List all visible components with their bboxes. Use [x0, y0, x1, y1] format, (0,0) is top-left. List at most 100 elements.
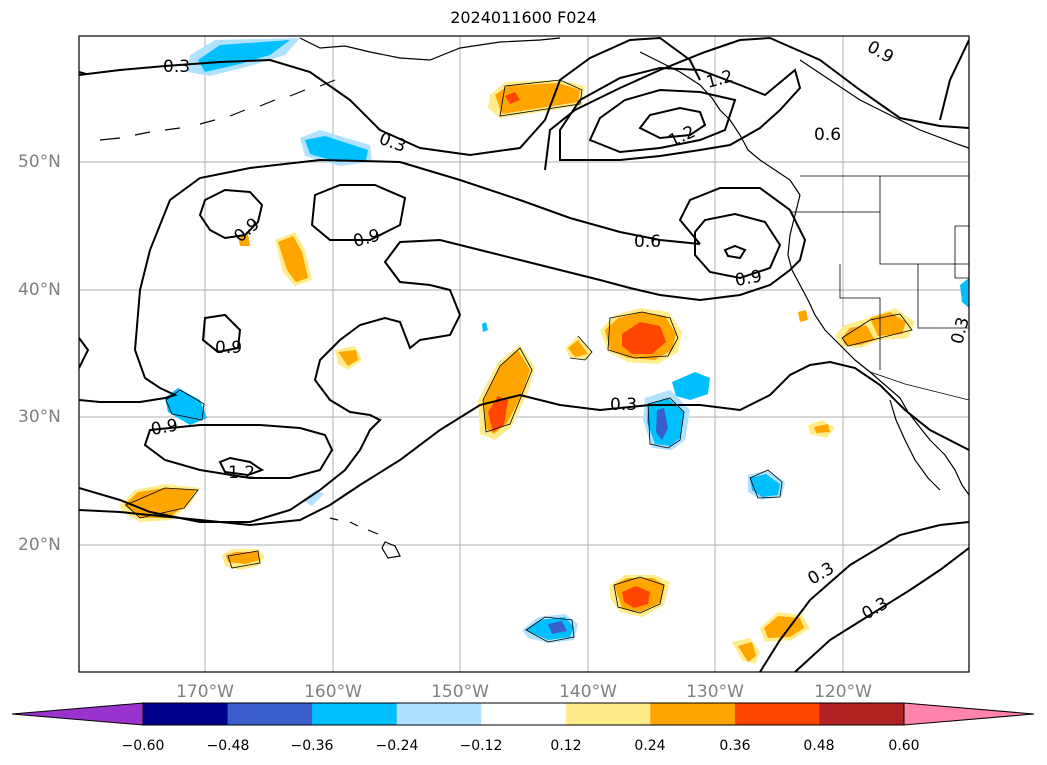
baja-california — [889, 399, 941, 491]
lat-label: 30°N — [18, 407, 61, 427]
lon-label: 150°W — [431, 682, 489, 702]
colorbar-segment — [819, 703, 905, 725]
positive-patch — [505, 92, 520, 104]
negative-patch — [548, 621, 567, 634]
positive-patch — [568, 340, 588, 357]
contour-label: 0.6 — [814, 125, 841, 145]
colorbar-tick: 0.48 — [803, 738, 835, 754]
positive-patch — [738, 642, 756, 662]
colorbar-segment — [312, 703, 398, 725]
positive-patch — [622, 322, 666, 354]
positive-patch — [814, 424, 830, 433]
negative-patch — [750, 474, 780, 497]
negative-patch — [960, 278, 969, 308]
lat-label: 50°N — [18, 152, 61, 172]
negative-patch — [303, 490, 324, 506]
map-title: 2024011600 F024 — [450, 8, 597, 27]
contour-0.3-mid — [79, 360, 969, 527]
contour-lines — [79, 36, 969, 672]
negative-patch — [198, 40, 290, 72]
contour-label: 0.9 — [351, 226, 382, 252]
colorbar-tick: −0.12 — [459, 738, 503, 754]
colorbar-tick: 0.60 — [888, 738, 920, 754]
negative-patch — [672, 372, 710, 400]
contour-1.2-south — [218, 456, 265, 477]
negative-patch — [305, 136, 368, 162]
contour-0.3-east — [939, 39, 969, 121]
colorbar-segment — [734, 703, 820, 725]
alaska-coast — [299, 37, 561, 61]
contour-0.9-ring-mid — [310, 184, 407, 241]
west-coast-usa — [787, 194, 969, 496]
contour-0.3-south2 — [794, 547, 969, 672]
contour-0.6-mid — [79, 187, 807, 523]
positive-patch — [338, 350, 358, 366]
positive-patch — [488, 396, 508, 432]
positive-patch — [495, 83, 580, 114]
lon-label: 160°W — [304, 682, 362, 702]
patch-outlines — [125, 79, 913, 643]
contour-label: 0.3 — [163, 57, 190, 77]
positive-patch — [124, 488, 196, 518]
lat-label: 40°N — [18, 280, 61, 300]
positive-patch — [278, 236, 308, 282]
colorbar-extend-high — [903, 702, 1035, 726]
contour-label: 0.3 — [610, 395, 637, 415]
coastlines — [99, 37, 969, 559]
colorbar-tick: −0.36 — [290, 738, 334, 754]
contour-0.3-south — [759, 521, 969, 672]
lon-label: 120°W — [814, 682, 872, 702]
contour-labels: 0.3 0.3 1.2 1.2 0.6 0.9 0.9 0.9 0.6 0.9 … — [149, 37, 974, 624]
contour-1.2-inner — [588, 88, 737, 154]
canada-land-edge — [799, 59, 969, 149]
lon-label: 170°W — [176, 682, 234, 702]
colorbar-extend-low — [11, 702, 144, 726]
positive-patch — [842, 325, 875, 345]
negative-patch — [656, 408, 668, 440]
hawaii-islands — [329, 517, 401, 559]
colorbar-segment — [396, 703, 482, 725]
contour-label: 0.6 — [634, 232, 661, 252]
colorbar-tick: 0.36 — [719, 738, 751, 754]
contour-label: 0.9 — [733, 267, 763, 291]
colorbar-segment — [650, 703, 736, 725]
colorbar-tick: −0.60 — [121, 738, 165, 754]
contour-0.9-west-big — [79, 158, 701, 403]
colorbar-segment — [565, 703, 651, 725]
contour-label: 0.9 — [864, 37, 897, 68]
colorbar-segment — [481, 703, 567, 725]
contour-label: 0.3 — [805, 558, 838, 589]
positive-patch — [238, 234, 250, 246]
negative-patch — [165, 388, 207, 425]
positive-patch — [798, 310, 808, 322]
contour-0.3-west-top — [79, 71, 87, 75]
lon-label: 140°W — [559, 682, 617, 702]
contour-1.2-alaska — [559, 66, 802, 161]
contour-label: 0.9 — [149, 416, 179, 440]
colorbar-tick: 0.12 — [550, 738, 582, 754]
negative-patch — [482, 322, 488, 332]
colorbar-tick: −0.48 — [206, 738, 250, 754]
contour-label: 0.9 — [215, 338, 242, 358]
colorbar — [11, 702, 1035, 726]
colorbar-tick: −0.24 — [375, 738, 419, 754]
contour-0.9-ring-left — [198, 188, 264, 240]
shaded-anomaly-patches — [120, 38, 969, 664]
contour-0.9-ring-ne — [694, 212, 782, 280]
contour-label: 0.3 — [948, 315, 974, 346]
contour-label: 1.2 — [666, 122, 699, 152]
contour-0.9-ring-small — [201, 313, 242, 354]
map-frame — [78, 35, 970, 673]
colorbar-tick: 0.24 — [634, 738, 666, 754]
colorbar-segment — [227, 703, 313, 725]
contour-1.5-inner — [638, 106, 707, 140]
contour-0.6-north — [544, 36, 969, 171]
aleutian-islands — [99, 79, 336, 141]
positive-patch — [622, 586, 650, 608]
political-borders — [792, 175, 969, 401]
lon-label: 130°W — [686, 682, 744, 702]
contour-label: 1.2 — [704, 67, 735, 93]
contour-label: 1.2 — [228, 463, 255, 483]
contour-0.3-north — [79, 36, 701, 157]
